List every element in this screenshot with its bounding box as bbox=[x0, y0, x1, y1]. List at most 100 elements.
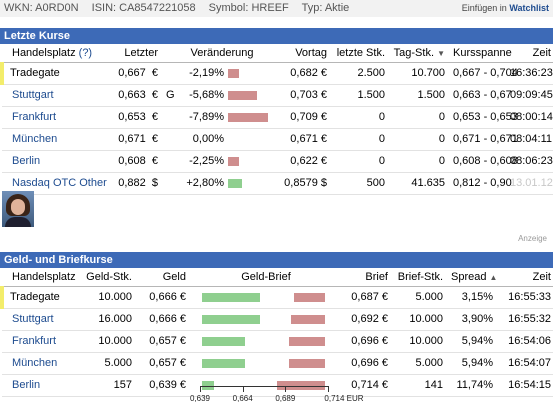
last-qty: 2.500 bbox=[331, 62, 389, 85]
col-tag-stk[interactable]: Tag-Stk. ▼ bbox=[389, 44, 449, 63]
bid-qty: 157 bbox=[80, 374, 136, 397]
instrument-info-bar: WKN: A0RD0N ISIN: CA8547221058 Symbol: H… bbox=[0, 0, 553, 17]
bid-bar bbox=[202, 292, 261, 302]
col-geld-stk[interactable]: Geld-Stk. bbox=[80, 268, 136, 287]
watchlist-add: Einfügen in Watchlist bbox=[462, 3, 549, 13]
bid-bar bbox=[202, 336, 245, 346]
time: 16:55:33 bbox=[497, 286, 553, 309]
place-link[interactable]: Berlin bbox=[12, 155, 41, 167]
place-link[interactable]: München bbox=[12, 133, 58, 145]
col-letzter[interactable]: Letzter bbox=[106, 44, 162, 63]
place-link[interactable]: Berlin bbox=[12, 379, 41, 391]
spread: 5,94% bbox=[447, 352, 497, 375]
price-range: 0,667 - 0,704 bbox=[449, 62, 518, 85]
time: 16:36:23 bbox=[506, 62, 553, 85]
col-zeit[interactable]: Zeit bbox=[497, 268, 553, 287]
time: 08:06:23 bbox=[506, 150, 553, 173]
table-row: Tradegate 0,667 € -2,19% 0,682 €2.500 10.700… bbox=[0, 62, 553, 85]
col-spread[interactable]: Spread ▲ bbox=[447, 268, 498, 287]
help-link[interactable]: (?) bbox=[78, 46, 93, 59]
col-zeit[interactable]: Zeit bbox=[506, 44, 553, 63]
last-price: 0,663 bbox=[118, 89, 146, 101]
price-range: 0,671 - 0,671 bbox=[449, 128, 518, 151]
flag bbox=[162, 150, 176, 173]
bid-price: 0,639 € bbox=[136, 374, 190, 397]
bid-bar bbox=[202, 358, 245, 368]
sort-asc-icon: ▲ bbox=[489, 272, 498, 282]
col-vortag[interactable]: Vortag bbox=[268, 44, 331, 63]
table-row: Stuttgart 16.000 0,666 € 0,692 €10.000 3,90%… bbox=[2, 308, 553, 331]
table-row: Nasdaq OTC Other 0,882 $ +2,80% 0,8579 $500… bbox=[2, 172, 553, 195]
axis-tick bbox=[200, 386, 201, 392]
place-name: Tradegate bbox=[0, 286, 80, 309]
col-handelsplatz[interactable]: Handelsplatz bbox=[2, 268, 80, 287]
flag bbox=[162, 172, 176, 195]
bid-price: 0,666 € bbox=[136, 308, 190, 331]
col-brief[interactable]: Brief bbox=[342, 268, 392, 287]
place-link[interactable]: Nasdaq OTC Other bbox=[12, 177, 107, 189]
col-geld-brief[interactable]: Geld-Brief bbox=[190, 268, 342, 287]
ask-bar bbox=[288, 336, 325, 346]
table-row: Berlin 157 0,639 € 0,714 €141 11,74% 16:54:15 bbox=[2, 374, 553, 397]
place-link[interactable]: Frankfurt bbox=[12, 111, 57, 123]
advertisement-avatar[interactable] bbox=[2, 191, 34, 227]
bid-ask-bars bbox=[190, 330, 342, 353]
time: 08:00:14 bbox=[506, 106, 553, 129]
ask-qty: 141 bbox=[392, 374, 447, 397]
col-geld[interactable]: Geld bbox=[136, 268, 190, 287]
place-link[interactable]: Frankfurt bbox=[12, 335, 57, 347]
prev-close: 0,682 € bbox=[268, 62, 331, 85]
table-row: Tradegate 10.000 0,666 € 0,687 €5.000 3,15% 1… bbox=[0, 286, 553, 309]
day-qty: 10.700 bbox=[389, 62, 449, 85]
col-brief-stk[interactable]: Brief-Stk. bbox=[392, 268, 447, 287]
flag bbox=[162, 106, 176, 129]
col-veraenderung[interactable]: Veränderung bbox=[176, 44, 268, 63]
prev-close: 0,671 € bbox=[268, 128, 331, 151]
time: 16:55:32 bbox=[497, 308, 553, 331]
ask-qty: 10.000 bbox=[392, 330, 447, 353]
prev-close: 0,703 € bbox=[268, 84, 331, 107]
bid-bar bbox=[202, 380, 214, 390]
instrument-meta: WKN: A0RD0N ISIN: CA8547221058 Symbol: H… bbox=[4, 2, 359, 14]
ask-price: 0,714 € bbox=[342, 374, 392, 397]
price-range: 0,812 - 0,90 bbox=[449, 172, 512, 195]
bid-ask-bars bbox=[190, 308, 342, 331]
price-range: 0,663 - 0,67 bbox=[449, 84, 512, 107]
place-link[interactable]: München bbox=[12, 357, 58, 369]
spread: 5,94% bbox=[447, 330, 497, 353]
place-link[interactable]: Stuttgart bbox=[12, 313, 54, 325]
bid-price: 0,666 € bbox=[136, 286, 190, 309]
wkn-label: WKN: A0RD0N bbox=[4, 2, 79, 14]
bid-price: 0,657 € bbox=[136, 330, 190, 353]
prev-close: 0,622 € bbox=[268, 150, 331, 173]
bid-qty: 10.000 bbox=[80, 286, 136, 309]
isin-label: ISIN: CA8547221058 bbox=[91, 2, 196, 14]
col-kursspanne[interactable]: Kursspanne bbox=[449, 44, 512, 63]
time: 16:54:06 bbox=[497, 330, 553, 353]
change-value: -7,89% bbox=[189, 111, 224, 123]
ask-bar bbox=[288, 358, 325, 368]
watchlist-link[interactable]: Watchlist bbox=[509, 3, 549, 13]
currency: € bbox=[151, 89, 158, 101]
bid-ask-bars bbox=[190, 352, 342, 375]
place-link[interactable]: Stuttgart bbox=[12, 89, 54, 101]
ask-price: 0,687 € bbox=[342, 286, 392, 309]
ask-price: 0,696 € bbox=[342, 330, 392, 353]
last-qty: 500 bbox=[331, 172, 389, 195]
ask-price: 0,692 € bbox=[342, 308, 392, 331]
currency: € bbox=[151, 67, 158, 79]
bid-ask-table: Handelsplatz Geld-Stk. Geld Geld-Brief B… bbox=[0, 268, 553, 397]
axis-tick-label: 0,639 bbox=[189, 394, 211, 403]
prev-close: 0,8579 $ bbox=[268, 172, 331, 195]
axis-tick bbox=[328, 386, 329, 392]
bid-price: 0,657 € bbox=[136, 352, 190, 375]
last-price: 0,653 bbox=[118, 111, 146, 123]
sort-desc-icon: ▼ bbox=[437, 48, 445, 58]
col-handelsplatz[interactable]: Handelsplatz (?) bbox=[2, 44, 106, 63]
axis-tick-label: 0,664 bbox=[232, 394, 253, 403]
col-letzte-stk[interactable]: letzte Stk. bbox=[331, 44, 389, 63]
place-name: Tradegate bbox=[0, 62, 106, 85]
type-label: Typ: Aktie bbox=[301, 2, 350, 14]
ask-qty: 5.000 bbox=[392, 352, 447, 375]
bid-ask-axis: 0,639 0,664 0,689 0,714 EUR bbox=[0, 384, 553, 405]
